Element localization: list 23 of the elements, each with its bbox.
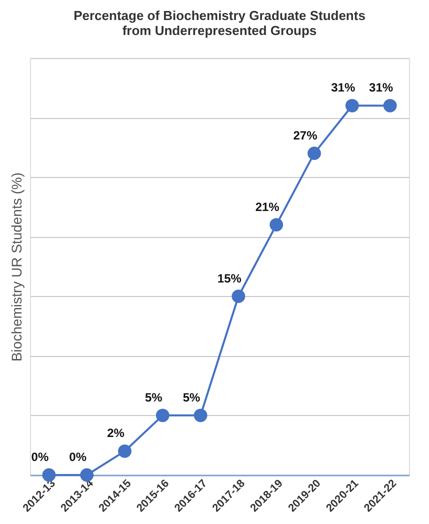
data-label: 21%: [255, 200, 280, 214]
point: [194, 408, 208, 422]
text: from Underrepresented Groups: [122, 23, 317, 38]
point: [308, 146, 321, 160]
data-label: 5%: [144, 390, 163, 404]
data-label: 15%: [217, 271, 242, 286]
point: [80, 468, 94, 482]
data-label: 0%: [31, 450, 49, 464]
data-label: 2%: [107, 426, 125, 440]
point: [232, 290, 246, 303]
point: [383, 98, 397, 112]
data-label: 31%: [331, 80, 356, 95]
point: [42, 468, 56, 482]
data-label: 27%: [293, 128, 318, 142]
point: [156, 408, 170, 422]
data-label: 5%: [182, 390, 201, 404]
point: [345, 98, 359, 112]
data-label: 0%: [69, 450, 87, 464]
point: [118, 444, 132, 458]
point: [270, 218, 284, 232]
text: Percentage of Biochemistry Graduate Students: [74, 8, 366, 23]
y-axis-title: Biochemistry UR Students (%): [8, 172, 24, 362]
data-label: 31%: [369, 80, 394, 95]
